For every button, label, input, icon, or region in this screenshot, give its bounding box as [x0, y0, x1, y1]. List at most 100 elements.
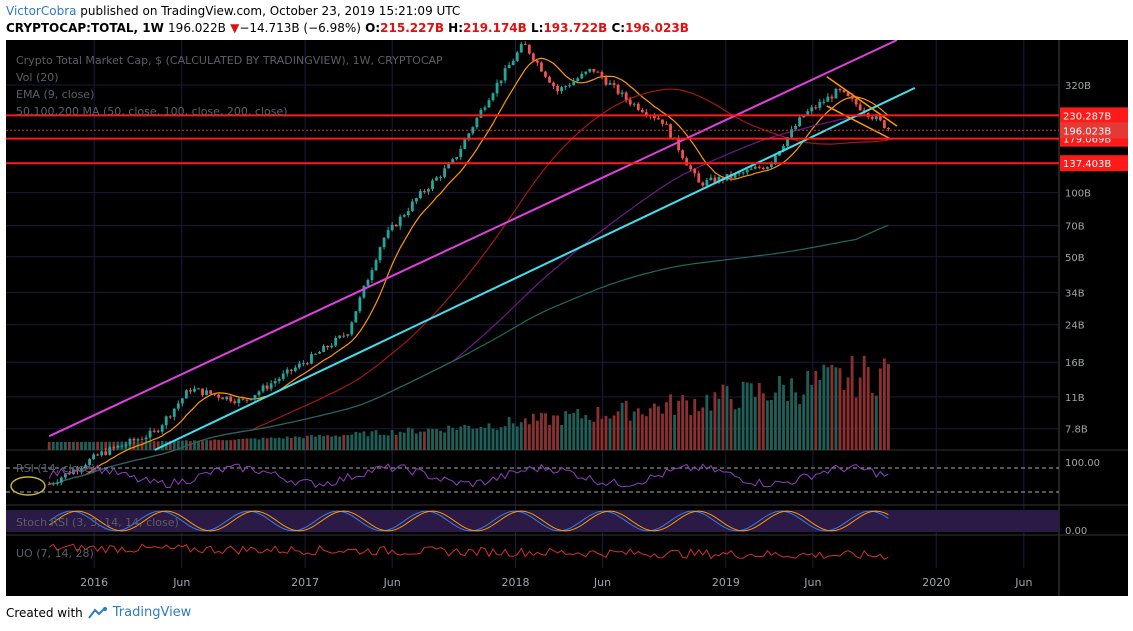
volume-bar — [184, 440, 188, 450]
candle-body — [229, 396, 233, 402]
change-arrow-icon: ▼ — [230, 21, 240, 35]
candle-body — [652, 115, 656, 119]
candle-body — [285, 369, 289, 374]
candle-body — [322, 346, 325, 352]
volume-bar — [709, 410, 713, 450]
candle-body — [830, 96, 834, 99]
candle-body — [886, 128, 890, 130]
volume-bar — [515, 426, 519, 450]
close-label: C: — [611, 21, 626, 35]
x-tick-label: Jun — [383, 576, 401, 589]
volume-bar — [104, 441, 108, 450]
candle-body — [104, 451, 108, 455]
legend-ema: EMA (9, close) — [16, 88, 95, 101]
volume-bar — [152, 441, 156, 450]
candle-body — [76, 469, 79, 471]
volume-bar — [794, 392, 798, 450]
candle-body — [628, 99, 632, 105]
candle-body — [814, 107, 818, 109]
candle-body — [128, 438, 132, 445]
candle-body — [713, 177, 717, 183]
candle-body — [870, 117, 874, 120]
volume-bar — [846, 377, 850, 450]
volume-bar — [507, 417, 511, 450]
volume-bar — [479, 426, 483, 450]
level-label: 230.287B — [1063, 111, 1111, 122]
footer: Created with TradingView — [6, 605, 191, 620]
volume-bar — [237, 439, 241, 450]
volume-bar — [51, 441, 55, 450]
chart-area[interactable]: 2016 Jun 2017 Jun 2018 Jun 2019 Jun 2020 Jun 320B 1… — [6, 40, 1128, 596]
candle-body — [257, 391, 261, 396]
x-tick-label: 2019 — [712, 576, 740, 589]
volume-bar — [261, 437, 265, 450]
volume-bar — [753, 396, 757, 450]
candle-body — [761, 167, 765, 169]
y-tick-label: 24B — [1065, 321, 1085, 332]
candle-body — [366, 280, 370, 286]
candle-body — [882, 120, 886, 129]
volume-bar — [229, 440, 233, 450]
volume-bar — [878, 368, 882, 450]
y-tick-label: 7.8B — [1065, 425, 1088, 436]
candle-body — [612, 83, 616, 85]
publish-info: published on TradingView.com, October 23… — [76, 4, 461, 18]
volume-bar — [168, 440, 172, 450]
volume-bar — [677, 400, 681, 450]
volume-bar — [673, 414, 676, 450]
x-tick-label: 2016 — [80, 576, 108, 589]
candle-body — [435, 177, 438, 181]
tradingview-brand[interactable]: TradingView — [112, 605, 192, 620]
created-with-label: Created with — [6, 605, 83, 620]
candle-body — [148, 430, 152, 438]
volume-bar — [588, 419, 592, 450]
volume-bar — [874, 395, 878, 450]
candle-body — [120, 445, 124, 447]
candle-body — [677, 137, 681, 151]
tradingview-logo-icon — [87, 606, 107, 619]
volume-bar — [705, 394, 709, 450]
candle-body — [217, 394, 221, 398]
candle-body — [414, 198, 418, 202]
candle-body — [467, 133, 471, 140]
author-link[interactable]: VictorCobra — [6, 4, 77, 18]
candle-body — [572, 81, 576, 86]
volume-bar — [350, 434, 354, 450]
volume-bar — [560, 424, 564, 450]
candle-body — [451, 159, 455, 164]
volume-bar — [661, 413, 664, 450]
candle-body — [693, 169, 697, 174]
candle-body — [511, 60, 515, 66]
candle-body — [592, 68, 596, 72]
volume-bar — [451, 427, 455, 450]
y-tick-label: 100B — [1065, 189, 1091, 200]
candle-body — [527, 44, 531, 54]
volume-bar — [439, 430, 442, 450]
candle-body — [790, 129, 793, 138]
volume-bar — [423, 431, 426, 450]
volume-bar — [798, 404, 802, 450]
volume-bar — [745, 382, 749, 450]
volume-bar — [55, 441, 59, 450]
volume-bar — [63, 441, 67, 450]
volume-bar — [540, 412, 543, 450]
volume-bar — [257, 439, 261, 450]
legend-volume: Vol (20) — [16, 71, 59, 84]
volume-bar — [495, 429, 499, 450]
candle-body — [189, 390, 192, 392]
volume-bar — [390, 430, 394, 450]
candle-body — [741, 172, 745, 174]
candle-body — [205, 390, 208, 395]
volume-bar — [761, 393, 765, 450]
volume-bar — [402, 432, 406, 450]
candle-body — [600, 72, 604, 78]
candle-body — [447, 163, 451, 169]
volume-bar — [632, 411, 636, 450]
ma200-line — [49, 224, 889, 485]
candle-body — [596, 71, 600, 73]
chart-svg[interactable]: 2016 Jun 2017 Jun 2018 Jun 2019 Jun 2020 Jun 320B 1… — [6, 40, 1128, 596]
candle-body — [310, 354, 313, 364]
volume-bar — [882, 358, 886, 450]
candle-body — [834, 89, 838, 99]
volume-bar — [277, 437, 281, 450]
